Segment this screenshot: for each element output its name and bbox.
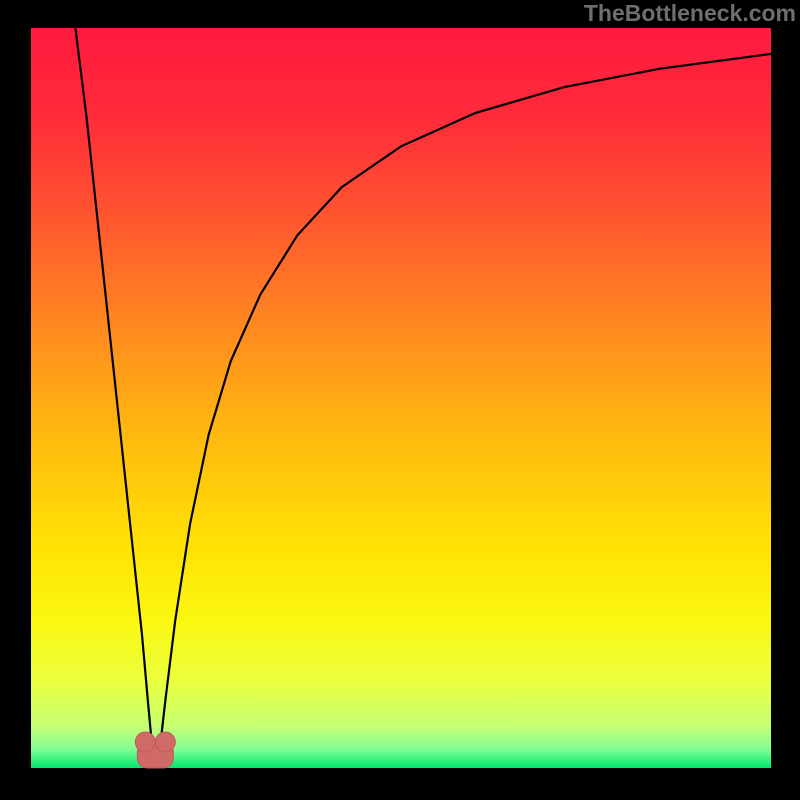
- plot-gradient: [31, 28, 771, 768]
- chart-container: TheBottleneck.com: [0, 0, 800, 800]
- chart-svg: [0, 0, 800, 800]
